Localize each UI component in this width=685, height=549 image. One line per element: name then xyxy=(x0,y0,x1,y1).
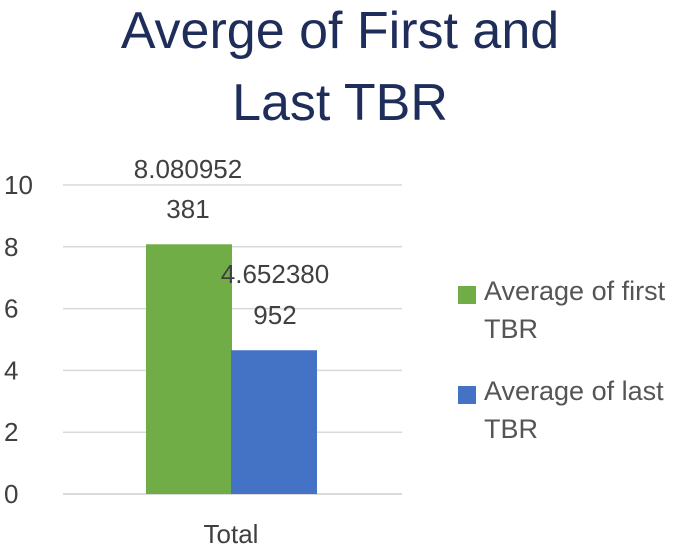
legend-swatch-first xyxy=(458,286,476,304)
legend-item-last: Average of last TBR xyxy=(458,372,685,452)
data-labels: 8.080952 381 4.652380 952 xyxy=(134,154,329,330)
legend-swatch-last xyxy=(458,386,476,404)
chart-title-line-1: Averge of First and xyxy=(120,2,560,60)
y-tick-label: 6 xyxy=(4,294,18,324)
data-label-first-line-2: 381 xyxy=(166,194,209,224)
legend-label-last-line-2: TBR xyxy=(484,414,538,444)
data-label-first-line-1: 8.080952 xyxy=(134,154,242,184)
bar-average-first-tbr xyxy=(146,244,232,494)
legend-label-first-line-2: TBR xyxy=(484,314,538,344)
data-label-last-line-1: 4.652380 xyxy=(221,259,329,289)
legend-label-last-line-1: Average of last xyxy=(484,376,664,406)
y-tick-label: 2 xyxy=(4,417,18,447)
y-tick-label: 0 xyxy=(4,479,18,509)
y-tick-label: 4 xyxy=(4,355,18,385)
y-tick-label: 10 xyxy=(4,170,33,200)
y-tick-label: 8 xyxy=(4,232,18,262)
legend-item-first: Average of first TBR xyxy=(458,272,685,352)
data-label-last-line-2: 952 xyxy=(253,300,296,330)
chart-title-line-2: Last TBR xyxy=(232,74,448,132)
bars xyxy=(146,244,317,494)
legend-label-first-line-1: Average of first xyxy=(484,276,666,306)
y-axis-ticks: 0 2 4 6 8 10 xyxy=(4,170,33,509)
bar-average-last-tbr xyxy=(231,350,317,494)
x-category-label: Total xyxy=(204,519,259,549)
